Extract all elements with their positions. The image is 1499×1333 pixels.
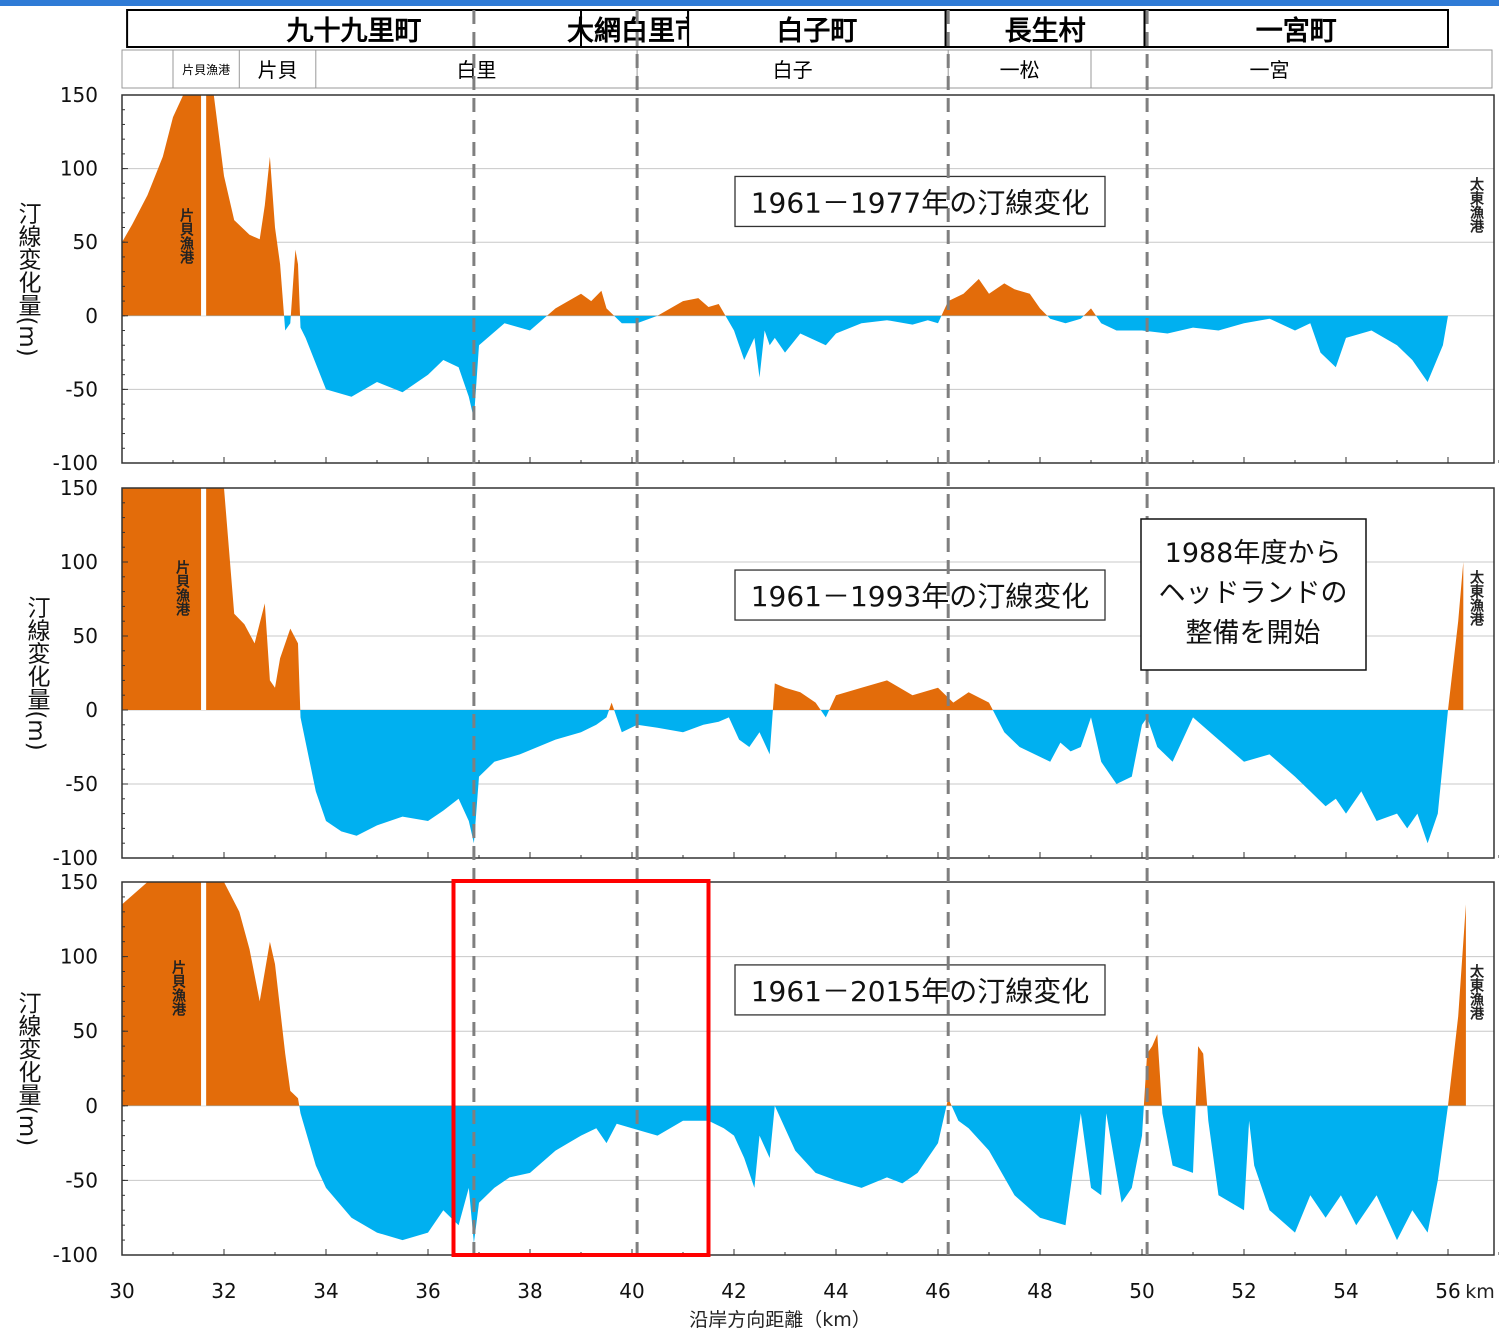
panel-title-box — [734, 175, 1106, 228]
municipality-label: 大網白里市 — [567, 15, 702, 47]
x-tick-label: 50 — [1129, 1279, 1154, 1303]
district-label: 片貝漁港 — [182, 63, 230, 77]
y-axis-label: 汀線変化量(m) — [14, 201, 42, 356]
district-label: 白子 — [773, 58, 813, 82]
annotation-line: 整備を開始 — [1186, 618, 1321, 649]
municipality-label: 白子町 — [776, 15, 857, 47]
panel-frame — [121, 487, 1495, 859]
x-tick-label: 30 — [109, 1279, 134, 1303]
district-label: 白里 — [456, 58, 496, 82]
right-port-label: 太東漁港 — [1468, 176, 1484, 234]
annotation-line: ヘッドランドの — [1159, 578, 1348, 609]
y-tick-label: -100 — [53, 846, 98, 870]
x-tick-label: 34 — [313, 1279, 338, 1303]
accretion-area — [122, 95, 1448, 316]
district-label: 一松 — [1000, 58, 1040, 82]
x-axis-label: 沿岸方向距離（km） — [689, 1309, 871, 1331]
x-tick-label: 32 — [211, 1279, 236, 1303]
y-tick-label: 50 — [73, 1019, 98, 1043]
panel-title: 1961－1993年の汀線変化 — [751, 580, 1090, 613]
series-group — [122, 882, 1466, 1244]
municipality-cell — [580, 9, 690, 48]
y-tick-label: 100 — [60, 157, 98, 181]
erosion-area — [122, 710, 1464, 844]
x-tick-label: 52 — [1231, 1279, 1256, 1303]
annotation-line: 1988年度から — [1165, 538, 1342, 569]
y-tick-label: 50 — [73, 230, 98, 254]
panel-title-box — [734, 569, 1106, 621]
annotation-box — [1140, 518, 1367, 671]
district-row — [121, 49, 1493, 89]
left-port-label: 片貝漁港 — [170, 959, 186, 1017]
municipality-cell — [1143, 9, 1450, 48]
y-tick-label: 150 — [60, 476, 98, 500]
y-tick-label: -50 — [65, 772, 98, 796]
left-port-label: 片貝漁港 — [174, 559, 190, 617]
x-tick-label: 48 — [1027, 1279, 1052, 1303]
y-tick-label: 0 — [85, 1094, 98, 1118]
port-gap — [201, 882, 207, 1106]
y-tick-label: -100 — [53, 451, 98, 475]
municipality-cell — [126, 9, 582, 48]
erosion-area — [122, 315, 1448, 419]
x-axis-unit: km — [1465, 1281, 1495, 1303]
y-tick-label: 100 — [60, 550, 98, 574]
district-label: 片貝 — [258, 58, 298, 82]
panel-title-box — [734, 964, 1106, 1016]
panel-title: 1961－1977年の汀線変化 — [751, 186, 1090, 219]
series-group — [122, 488, 1464, 844]
chart-panel: 150 100 50 0 -50 -100 汀線変化量(m) 1961－2015年の汀線変化 片… — [14, 870, 1499, 1267]
x-tick-label: 40 — [619, 1279, 644, 1303]
municipality-label: 九十九里町 — [287, 16, 422, 47]
municipality-label: 一宮町 — [1256, 15, 1337, 47]
y-axis-label: 汀線変化量(m) — [23, 595, 51, 750]
x-tick-label: 54 — [1333, 1279, 1358, 1303]
y-tick-label: 150 — [60, 870, 98, 894]
panel-frame — [121, 94, 1495, 464]
district-label: 一宮 — [1250, 58, 1290, 82]
right-port-label: 太東漁港 — [1468, 569, 1484, 627]
left-port-label: 片貝漁港 — [178, 207, 194, 265]
y-tick-label: -100 — [53, 1243, 98, 1267]
y-tick-label: 50 — [73, 624, 98, 648]
x-tick-label: 42 — [721, 1279, 746, 1303]
x-tick-label: 44 — [823, 1279, 848, 1303]
port-gap — [201, 95, 207, 316]
highlight-rectangle — [451, 879, 711, 1257]
shared-x-axis: 沿岸方向距離（km） km 30 32 34 36 38 40 42 44 46 48 50 52 54… — [109, 1279, 1494, 1331]
x-tick-label: 46 — [925, 1279, 950, 1303]
y-axis-label: 汀線変化量(m) — [14, 991, 42, 1146]
accretion-area — [122, 882, 1466, 1106]
y-tick-label: 0 — [85, 698, 98, 722]
x-tick-label: 56 — [1435, 1279, 1460, 1303]
top-accent-bar — [0, 0, 1499, 6]
chart-panels: 150 100 50 0 -50 -100 汀線変化量(m) 1961－1977年の汀線変化片… — [14, 83, 1499, 1267]
erosion-area — [299, 1105, 1448, 1244]
port-gap — [201, 488, 207, 710]
municipality-label: 長生村 — [1005, 16, 1086, 47]
x-tick-label: 38 — [517, 1279, 542, 1303]
municipality-cell — [944, 9, 1146, 48]
chart-panel: 150 100 50 0 -50 -100 汀線変化量(m) 1961－1977年の汀線変化片… — [14, 83, 1499, 475]
plot-area — [122, 95, 1494, 463]
y-tick-label: 100 — [60, 945, 98, 969]
accretion-area — [122, 488, 1464, 710]
y-tick-label: -50 — [65, 377, 98, 401]
right-port-label: 太東漁港 — [1468, 963, 1484, 1021]
y-tick-label: 150 — [60, 83, 98, 107]
y-tick-label: -50 — [65, 1168, 98, 1192]
series-group — [122, 95, 1448, 419]
panel-frame — [121, 881, 1495, 1256]
panel-title: 1961－2015年の汀線変化 — [751, 975, 1090, 1008]
y-tick-label: 0 — [85, 304, 98, 328]
x-tick-label: 36 — [415, 1279, 440, 1303]
